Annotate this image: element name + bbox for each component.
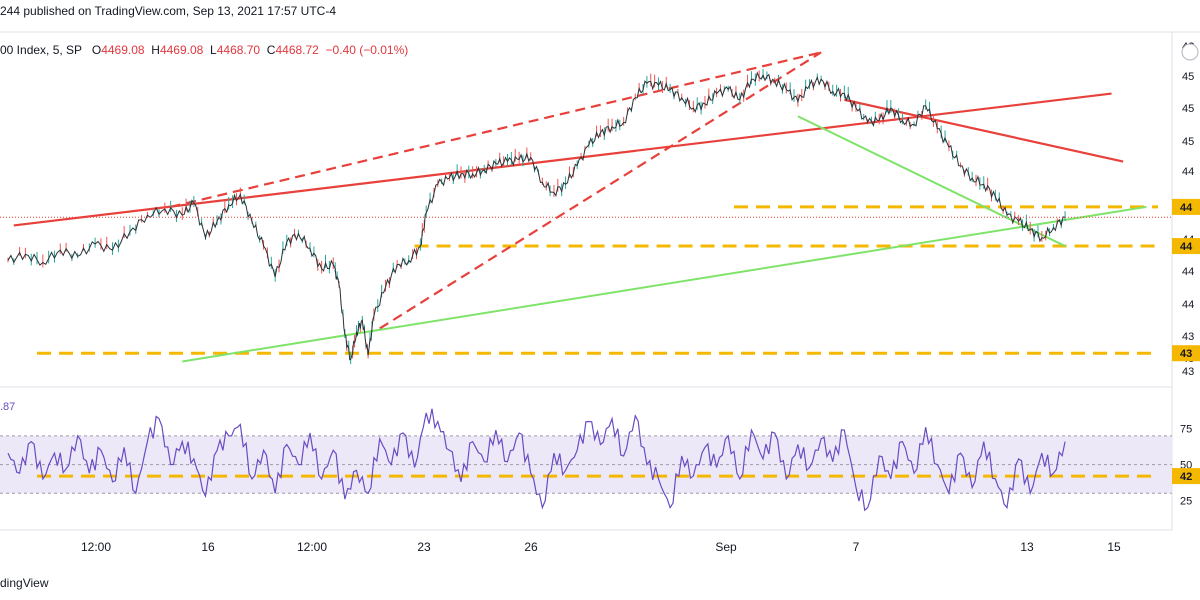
x-tick-label: 23 — [417, 540, 431, 554]
price-badge — [1172, 198, 1200, 215]
rsi-value-label: .87 — [0, 401, 16, 413]
high-value: 4469.08 — [159, 43, 204, 57]
trendline-green-rising — [182, 205, 1147, 363]
tradingview-brand: dingView — [0, 576, 49, 590]
x-tick-label: 16 — [201, 540, 215, 554]
low-label: L — [210, 43, 217, 57]
close-label: C — [266, 43, 276, 57]
published-header: 244 published on TradingView.com, Sep 13… — [0, 4, 1200, 22]
rsi-badge — [1172, 468, 1200, 485]
price-axis-label: 44 — [1182, 299, 1194, 311]
close-value: 4468.72 — [275, 43, 319, 57]
open-value: 4469.08 — [101, 43, 145, 57]
rsi-badge-label: 42 — [1180, 471, 1192, 483]
x-tick-label: 15 — [1107, 540, 1121, 554]
rsi-axis-label: 75 — [1180, 424, 1192, 436]
price-axis-label: 45 — [1182, 136, 1194, 148]
symbol-label[interactable]: 00 Index, 5, SP — [0, 43, 82, 57]
x-tick-label: Sep — [715, 540, 737, 554]
trendline-red-dashed-rising — [379, 51, 822, 330]
x-tick-label: 12:00 — [297, 540, 327, 554]
change-value: −0.40 (−0.01%) — [325, 43, 409, 57]
x-tick-label: 7 — [853, 540, 860, 554]
x-tick-label: 13 — [1020, 540, 1034, 554]
ohlc-legend: 00 Index, 5, SP O4469.08 H4469.08 L4468.… — [0, 43, 408, 59]
scale-settings-icon — [1181, 43, 1199, 61]
price-axis-label: 44 — [1182, 266, 1194, 278]
price-badge-label: 44 — [1180, 202, 1193, 214]
high-label: H — [151, 43, 160, 57]
price-badge — [1172, 238, 1200, 255]
rsi-series-line — [7, 408, 1066, 512]
price-axis-label: 45 — [1182, 103, 1194, 115]
x-tick-label: 26 — [524, 540, 538, 554]
rsi-axis-label: 25 — [1180, 495, 1192, 507]
price-axis-label: 44 — [1182, 166, 1194, 178]
low-value: 4468.70 — [216, 43, 261, 57]
trendline-red-solid-long — [13, 92, 1112, 227]
price-axis-label: 43 — [1182, 366, 1194, 378]
published-text: 244 published on TradingView.com, Sep 13… — [0, 4, 336, 18]
trendline-green-falling — [797, 115, 1066, 247]
price-axis-label: 43 — [1182, 331, 1194, 343]
price-badge — [1172, 345, 1200, 362]
price-badge-label: 44 — [1180, 241, 1193, 253]
open-label: O — [91, 43, 102, 57]
price-badge-label: 43 — [1180, 348, 1192, 360]
price-series-line — [7, 71, 1066, 361]
price-axis-label: 45 — [1182, 71, 1194, 83]
x-tick-label: 12:00 — [81, 540, 111, 554]
trendline-red-dashed-upper — [170, 51, 822, 208]
